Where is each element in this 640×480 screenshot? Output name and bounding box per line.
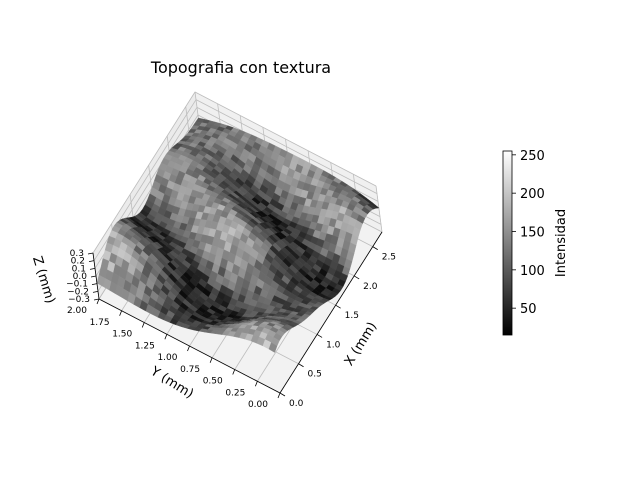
z-tick-mark (89, 267, 96, 270)
colorbar-label: Intensidad (554, 209, 569, 277)
z-axis-ticks: −0.3−0.2−0.10.00.10.20.3 (66, 249, 100, 305)
y-tick-mark (164, 334, 168, 340)
colorbar-tick-label: 100 (520, 264, 545, 279)
grid-line (92, 91, 196, 254)
grid-line (195, 99, 378, 195)
z-tick-mark (90, 275, 97, 278)
y-tick-label: 1.25 (135, 341, 155, 351)
z-tick-mark (88, 260, 95, 263)
colorbar-tick-label: 250 (520, 149, 545, 164)
z-tick-mark (93, 298, 100, 301)
x-tick-label: 0.5 (308, 370, 322, 380)
surface-facet (96, 274, 106, 287)
y-tick-label: 0.50 (203, 377, 223, 387)
z-tick-mark (92, 290, 99, 293)
z-axis-label: Z (mm) (29, 255, 58, 306)
surface-plot (96, 117, 380, 353)
colorbar-gradient (502, 150, 513, 336)
y-tick-mark (141, 322, 145, 328)
y-tick-mark (255, 381, 258, 387)
y-tick-mark (119, 310, 122, 316)
z-tick-label: −0.1 (66, 280, 88, 290)
z-tick-label: 0.3 (70, 249, 84, 259)
z-tick-label: 0.2 (71, 257, 85, 267)
chart-title: Topografia con textura (150, 58, 331, 77)
z-tick-label: −0.2 (67, 287, 89, 297)
x-tick-label: 2.0 (363, 282, 378, 292)
axes-3d: 0.00.51.01.52.02.5 0.000.250.500.751.001… (29, 91, 396, 410)
y-tick-label: 1.75 (90, 318, 110, 328)
x-axis-label: X (mm) (342, 320, 380, 369)
y-axis-ticks: 0.000.250.500.751.001.251.501.752.00 (67, 298, 281, 410)
colorbar-tick-label: 200 (520, 187, 545, 202)
x-tick-mark (335, 304, 341, 309)
colorbar: 50 100 150 200 250 Intensidad (502, 149, 569, 336)
colorbar-tick-label: 150 (520, 226, 545, 241)
y-tick-mark (209, 357, 213, 363)
x-tick-mark (316, 334, 323, 338)
y-tick-mark (232, 369, 236, 375)
y-tick-label: 2.00 (67, 306, 87, 316)
y-tick-mark (187, 345, 190, 352)
x-tick-label: 1.5 (345, 311, 359, 321)
x-tick-mark (298, 363, 304, 368)
x-tick-mark (372, 246, 378, 250)
y-tick-mark (96, 298, 100, 305)
x-tick-mark (279, 392, 286, 397)
z-tick-mark (87, 252, 94, 255)
x-tick-label: 1.0 (326, 340, 341, 350)
z-tick-label: 0.0 (73, 272, 88, 282)
grid-line (194, 91, 377, 187)
y-tick-label: 0.25 (225, 388, 245, 398)
z-tick-mark (91, 283, 98, 286)
colorbar-tick-label: 50 (520, 302, 537, 317)
y-tick-mark (277, 392, 281, 399)
z-tick-label: 0.1 (72, 264, 86, 274)
colorbar-ticks: 50 100 150 200 250 (512, 149, 545, 317)
y-tick-label: 1.00 (157, 353, 177, 363)
x-tick-mark (353, 275, 360, 280)
x-axis-line (279, 231, 383, 394)
z-tick-label: −0.3 (68, 295, 90, 305)
y-tick-label: 0.00 (248, 400, 268, 410)
x-axis-ticks: 0.0 0.5 1.0 1.5 2.0 2.5 (279, 246, 396, 409)
y-tick-label: 1.50 (112, 330, 132, 340)
y-tick-label: 0.75 (180, 365, 200, 375)
x-tick-label: 2.5 (382, 253, 396, 263)
x-tick-label: 0.0 (289, 399, 304, 409)
